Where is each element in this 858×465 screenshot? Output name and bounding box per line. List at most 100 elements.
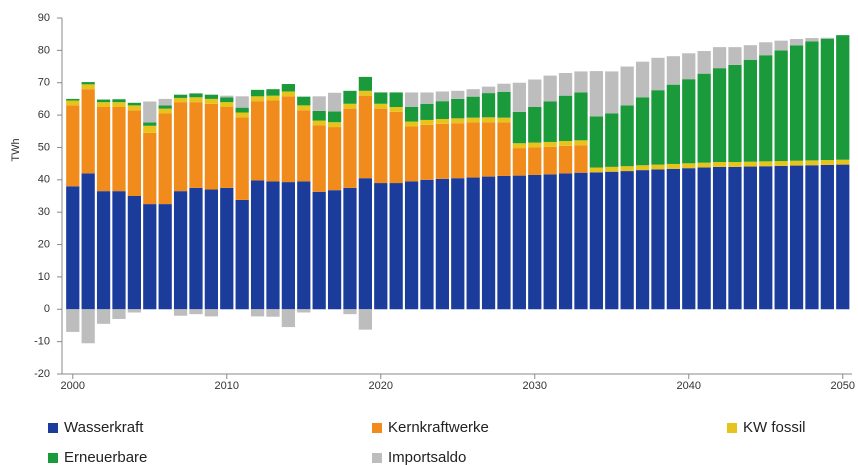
bar-segment [759,55,773,162]
bar-segment [112,191,126,310]
bar-segment [420,119,434,125]
bar-segment [143,101,157,123]
bar-segment [466,117,480,123]
bar-segment [697,167,711,310]
bar-segment [127,110,141,196]
bar-segment [481,93,496,118]
x-tick-label: 2020 [369,380,393,392]
bar-segment [66,98,80,101]
legend-label: Importsaldo [388,449,466,465]
bar-segment [605,71,619,114]
bar-segment [743,59,757,162]
bar-segment [605,113,619,167]
bar-segment [635,97,650,166]
bar-segment [836,164,850,310]
bar-segment [312,120,326,126]
bar-segment [204,94,218,99]
bar-segment [697,162,711,168]
bar-segment [666,56,680,85]
bar-segment [574,92,588,141]
bar-segment [666,163,680,169]
bar-segment [497,117,511,123]
bar-segment [728,162,742,167]
bar-segment [543,146,557,175]
bar-segment [189,309,203,315]
bar-segment [173,94,188,98]
bar-segment [327,92,342,112]
bar-segment [343,90,357,104]
bar-segment [266,95,280,101]
bar-segment [435,123,449,179]
bar-segment [743,45,757,60]
bar-segment [235,117,249,200]
bar-segment [620,105,634,167]
bar-segment [220,95,234,98]
bar-segment [297,105,311,111]
bar-segment [774,161,788,166]
bar-segment [312,191,326,310]
bar-segment [143,125,157,133]
bar-segment [435,118,449,124]
bar-segment [250,101,265,181]
y-tick-label: -10 [34,336,50,348]
bar-segment [759,42,773,56]
bar-segment [635,165,650,171]
bar-segment [420,179,434,310]
bar-segment [712,47,727,69]
bar-segment [127,102,141,106]
bar-segment [312,96,326,111]
bar-segment [497,91,511,118]
y-tick-label: 60 [38,109,50,121]
bar-segment [451,98,465,119]
bar-segment [497,122,511,176]
legend-label: KW fossil [743,419,806,436]
bar-segment [358,178,372,310]
bar-segment [189,93,203,98]
bar-segment [697,73,711,163]
bar-segment [759,166,773,310]
bar-segment [543,101,557,142]
bar-segment [204,189,218,310]
bar-segment [420,92,434,104]
bar-segment [543,141,557,147]
legend-swatch [48,423,58,433]
bar-segment [404,92,419,107]
bar-segment [774,50,788,162]
bar-segment [589,172,603,310]
bar-segment [574,172,588,310]
bar-segment [358,90,372,96]
bar-segment [512,148,526,176]
bar-segment [96,191,111,310]
bar-segment [281,182,295,310]
bar-segment [358,76,372,91]
bar-segment [96,99,111,103]
bar-segment [666,168,680,310]
bar-segment [435,91,449,102]
bar-segment [327,127,342,191]
bar-segment [343,187,357,310]
bar-segment [728,47,742,65]
y-axis-label: TWh [10,138,22,161]
bar-segment [743,161,757,167]
bar-segment [189,97,203,103]
bar-segment [327,190,342,310]
bar-segment [682,53,696,80]
legend-label: Erneuerbare [64,449,147,465]
bar-segment [435,178,449,310]
bar-segment [266,181,280,310]
bar-segment [250,180,265,310]
bar-segment [66,105,80,187]
bar-segment [512,111,526,144]
bar-segment [605,166,619,172]
bar-segment [173,97,188,103]
bar-segment [805,160,819,166]
y-tick-label: 0 [44,303,50,315]
bar-segment [404,126,419,182]
bar-segment [528,79,542,107]
bar-segment [127,309,141,313]
bar-segment [158,113,172,205]
bar-segment [528,142,542,148]
bar-segment [728,64,742,163]
y-tick-label: 50 [38,141,50,153]
bar-segment [281,91,295,97]
